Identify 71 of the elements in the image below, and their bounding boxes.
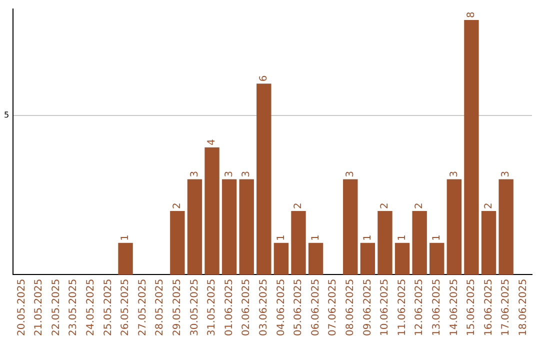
data-label: 2 bbox=[414, 202, 426, 210]
x-tick-label: 02.06.2025 bbox=[241, 278, 252, 336]
bar bbox=[204, 147, 220, 275]
bar bbox=[430, 242, 444, 275]
x-tick-label: 31.05.2025 bbox=[206, 278, 218, 336]
x-tick-label: 05.06.2025 bbox=[293, 278, 304, 336]
bar bbox=[498, 179, 514, 275]
data-label: 3 bbox=[189, 170, 200, 178]
x-tick-label: 25.05.2025 bbox=[102, 278, 114, 336]
x-tick-label: 01.06.2025 bbox=[224, 278, 235, 336]
data-label: 1 bbox=[276, 234, 287, 241]
data-label: 1 bbox=[431, 234, 442, 241]
bar bbox=[481, 211, 496, 275]
data-label: 8 bbox=[466, 12, 478, 18]
x-tick-label: 12.06.2025 bbox=[414, 278, 426, 336]
bar bbox=[412, 211, 427, 275]
bar bbox=[274, 242, 289, 275]
x-tick-label: 11.06.2025 bbox=[396, 278, 408, 336]
x-tick-label: 28.05.2025 bbox=[154, 278, 166, 336]
bar bbox=[291, 211, 306, 275]
data-label: 6 bbox=[258, 75, 270, 82]
x-tick-label: 14.06.2025 bbox=[448, 278, 460, 336]
x-tick-label: 07.06.2025 bbox=[328, 278, 339, 336]
x-tick-label: 17.06.2025 bbox=[500, 278, 512, 336]
bar bbox=[394, 242, 410, 275]
x-tick-label: 22.05.2025 bbox=[50, 278, 62, 336]
data-label: 3 bbox=[448, 170, 460, 178]
data-label: 2 bbox=[380, 202, 391, 210]
x-tick-label: 26.05.2025 bbox=[120, 278, 132, 336]
x-tick-label: 10.06.2025 bbox=[380, 278, 391, 336]
data-label: 1 bbox=[362, 234, 374, 241]
x-tick-label: 21.05.2025 bbox=[34, 278, 45, 336]
bar bbox=[464, 20, 479, 275]
x-tick-label: 04.06.2025 bbox=[276, 278, 287, 336]
data-label: 4 bbox=[206, 138, 218, 146]
x-tick-label: 30.05.2025 bbox=[189, 278, 200, 336]
x-tick-label: 27.05.2025 bbox=[137, 278, 148, 336]
bar bbox=[343, 179, 358, 275]
data-label: 1 bbox=[310, 234, 322, 241]
data-label: 2 bbox=[172, 202, 184, 210]
data-label: 2 bbox=[483, 202, 494, 210]
bar bbox=[239, 179, 254, 275]
y-tick-label: 5 bbox=[4, 110, 10, 120]
x-tick-label: 09.06.2025 bbox=[362, 278, 374, 336]
bar bbox=[222, 179, 237, 275]
x-tick-label: 23.05.2025 bbox=[68, 278, 80, 336]
bar bbox=[378, 211, 392, 275]
x-tick-label: 06.06.2025 bbox=[310, 278, 322, 336]
bar bbox=[308, 242, 324, 275]
x-tick-label: 08.06.2025 bbox=[344, 278, 356, 336]
x-tick-label: 15.06.2025 bbox=[466, 278, 478, 336]
data-label: 3 bbox=[224, 170, 235, 178]
bar bbox=[360, 242, 376, 275]
x-tick-label: 18.06.2025 bbox=[518, 278, 529, 336]
bar bbox=[446, 179, 462, 275]
bar bbox=[118, 242, 133, 275]
x-tick-label: 03.06.2025 bbox=[258, 278, 270, 336]
x-tick-label: 24.05.2025 bbox=[86, 278, 97, 336]
bar bbox=[170, 211, 185, 275]
x-tick-label: 29.05.2025 bbox=[172, 278, 184, 336]
data-label: 3 bbox=[241, 170, 252, 178]
x-tick-label: 13.06.2025 bbox=[431, 278, 442, 336]
data-label: 3 bbox=[500, 170, 512, 178]
bar bbox=[187, 179, 202, 275]
data-label: 1 bbox=[396, 234, 408, 241]
x-tick-label: 20.05.2025 bbox=[16, 278, 28, 336]
data-label: 1 bbox=[120, 234, 132, 241]
data-label: 3 bbox=[344, 170, 356, 178]
x-tick-label: 16.06.2025 bbox=[483, 278, 494, 336]
data-label: 2 bbox=[293, 202, 304, 210]
bar bbox=[256, 84, 272, 275]
